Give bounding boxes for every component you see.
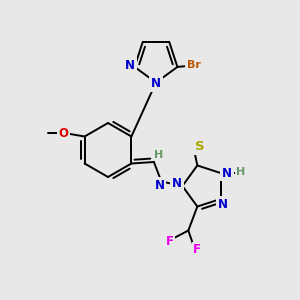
Text: F: F xyxy=(193,243,201,256)
Text: N: N xyxy=(154,178,165,192)
Text: H: H xyxy=(154,150,163,160)
Text: S: S xyxy=(195,140,205,153)
Text: H: H xyxy=(236,167,246,177)
Text: O: O xyxy=(58,127,69,140)
Text: Br: Br xyxy=(187,61,201,70)
Text: N: N xyxy=(218,198,228,211)
Text: N: N xyxy=(125,59,135,72)
Text: N: N xyxy=(172,177,182,190)
Text: N: N xyxy=(151,77,161,91)
Text: F: F xyxy=(166,235,174,248)
Text: N: N xyxy=(222,167,232,180)
